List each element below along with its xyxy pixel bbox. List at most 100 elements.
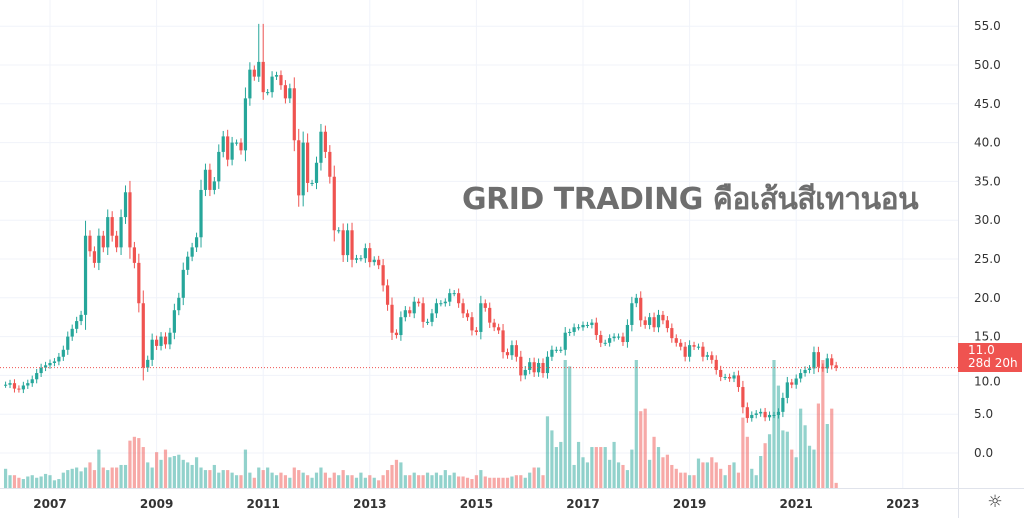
price-axis[interactable]: 55.0 50.0 45.0 40.0 35.0 30.0 25.0 20.0 15.0 10.0…: [974, 19, 1001, 460]
candle: [212, 177, 216, 195]
volume-bar: [674, 468, 678, 488]
candle-body: [128, 192, 132, 248]
candle-body: [634, 297, 638, 304]
candle: [150, 333, 154, 367]
candle-body: [825, 358, 829, 369]
volume-bar: [590, 447, 594, 488]
volume-bar: [403, 475, 407, 488]
candle-body: [21, 385, 25, 390]
candle-body: [732, 375, 736, 379]
volume-bar: [430, 475, 434, 488]
volume-bar: [461, 476, 465, 488]
volume-bar: [497, 477, 501, 488]
volume-bar: [319, 467, 323, 488]
candle-body: [785, 382, 789, 398]
volume-bar: [470, 479, 474, 488]
candle-body: [741, 387, 745, 408]
candle-body: [110, 217, 114, 236]
candle-body: [545, 356, 550, 374]
candle-body: [417, 301, 421, 304]
candle: [799, 369, 803, 383]
volume-bar: [390, 464, 394, 488]
candle: [243, 87, 248, 162]
volume-bar: [532, 467, 536, 488]
candle: [674, 334, 678, 347]
candle: [230, 136, 234, 166]
volume-bar: [350, 475, 354, 488]
candle: [123, 185, 128, 224]
candle: [457, 288, 461, 308]
time-tick-label: 2017: [566, 497, 599, 511]
candle-body: [314, 162, 319, 183]
candle: [57, 352, 61, 366]
candle-body: [119, 217, 123, 248]
volume-bar: [377, 480, 381, 488]
time-tick-label: 2023: [886, 497, 919, 511]
candle-body: [781, 397, 785, 412]
candle-body: [372, 259, 376, 263]
candle: [3, 381, 8, 388]
candle-body: [625, 324, 630, 343]
candle: [443, 298, 447, 307]
candle: [612, 333, 616, 342]
candle-body: [701, 346, 705, 357]
candle: [323, 125, 327, 159]
candle: [545, 351, 550, 379]
price-tick-label: 25.0: [974, 252, 1001, 266]
candle: [652, 312, 656, 332]
candle-body: [705, 355, 709, 357]
candle: [248, 62, 252, 106]
candle-body: [448, 293, 452, 302]
candle-body: [470, 317, 474, 331]
candle: [283, 80, 288, 104]
volume-bar: [234, 475, 239, 488]
candle: [208, 163, 212, 197]
volume-bar: [608, 459, 612, 488]
candle: [781, 392, 785, 418]
volume-bar: [88, 462, 92, 488]
volume-bar: [141, 447, 145, 488]
candle-body: [590, 322, 594, 325]
candle: [92, 246, 97, 268]
candle-body: [727, 376, 732, 379]
candle: [345, 223, 350, 262]
volume-bar: [696, 458, 701, 488]
volume-bar: [803, 425, 807, 488]
volume-bar: [394, 459, 399, 488]
candle: [297, 128, 301, 207]
candle-body: [488, 307, 492, 323]
volume-bar: [199, 467, 203, 488]
time-tick-label: 2015: [460, 497, 493, 511]
candle: [88, 230, 92, 257]
candle: [559, 346, 563, 353]
candle: [439, 300, 443, 307]
candle-body: [572, 327, 576, 332]
candle: [52, 358, 57, 367]
volume-bar: [830, 408, 834, 488]
candle-body: [115, 235, 119, 248]
candle: [399, 311, 403, 341]
candle-body: [52, 361, 57, 363]
time-tick-label: 2021: [779, 497, 812, 511]
candle-body: [652, 317, 656, 328]
volume-bar: [243, 449, 248, 488]
volume-bar: [688, 475, 692, 488]
candle-body: [292, 88, 296, 141]
candle: [630, 296, 634, 332]
volume-bar: [825, 424, 829, 488]
candle: [412, 296, 416, 319]
price-tick-label: 30.0: [974, 213, 1001, 227]
candle: [66, 331, 70, 355]
time-axis[interactable]: 2007 2009 2011 2013 2015 2017 2019 2021 2023: [33, 497, 919, 511]
candle-body: [621, 336, 625, 343]
volume-bar: [221, 470, 225, 488]
volume-bar: [26, 476, 30, 488]
volume-bar: [603, 447, 607, 488]
candle: [616, 333, 621, 340]
volume-bar: [39, 476, 43, 488]
gear-icon[interactable]: ☼: [987, 492, 1003, 512]
candle: [603, 339, 607, 346]
volume-bar: [75, 467, 79, 488]
candle: [767, 411, 772, 421]
